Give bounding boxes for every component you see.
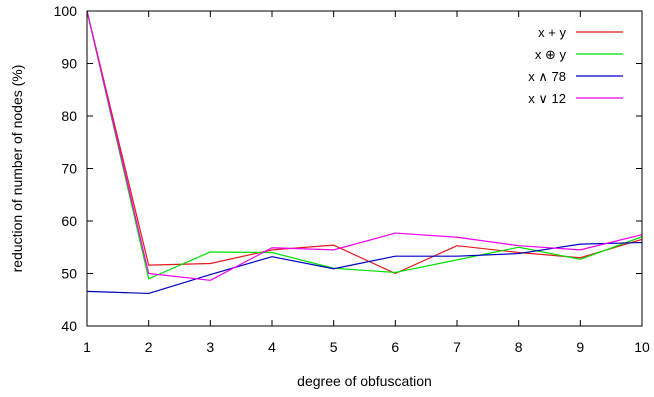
x-tick-label: 10 — [634, 339, 650, 355]
y-tick-label: 60 — [61, 213, 77, 229]
x-tick-label: 3 — [206, 339, 214, 355]
y-axis-label: reduction of number of nodes (%) — [9, 65, 25, 273]
series-line-3 — [87, 243, 642, 294]
y-tick-label: 40 — [61, 318, 77, 334]
x-tick-label: 4 — [268, 339, 276, 355]
x-tick-label: 8 — [515, 339, 523, 355]
y-tick-label: 80 — [61, 108, 77, 124]
y-tick-label: 90 — [61, 56, 77, 72]
x-tick-label: 7 — [453, 339, 461, 355]
legend: x + y x ⊕ y x ∧ 78 x ∨ 12 — [528, 25, 623, 106]
x-axis-ticks: 1 2 3 4 5 6 7 8 9 10 — [83, 11, 650, 355]
x-tick-label: 6 — [391, 339, 399, 355]
x-tick-label: 5 — [330, 339, 338, 355]
x-axis-label: degree of obfuscation — [297, 373, 432, 389]
legend-label: x ∨ 12 — [528, 91, 566, 106]
legend-label: x + y — [538, 25, 566, 40]
x-tick-label: 2 — [145, 339, 153, 355]
legend-label: x ∧ 78 — [528, 69, 566, 84]
y-tick-label: 100 — [54, 3, 78, 19]
y-tick-label: 50 — [61, 266, 77, 282]
x-tick-label: 1 — [83, 339, 91, 355]
x-tick-label: 9 — [576, 339, 584, 355]
legend-label: x ⊕ y — [535, 47, 567, 62]
y-tick-label: 70 — [61, 161, 77, 177]
